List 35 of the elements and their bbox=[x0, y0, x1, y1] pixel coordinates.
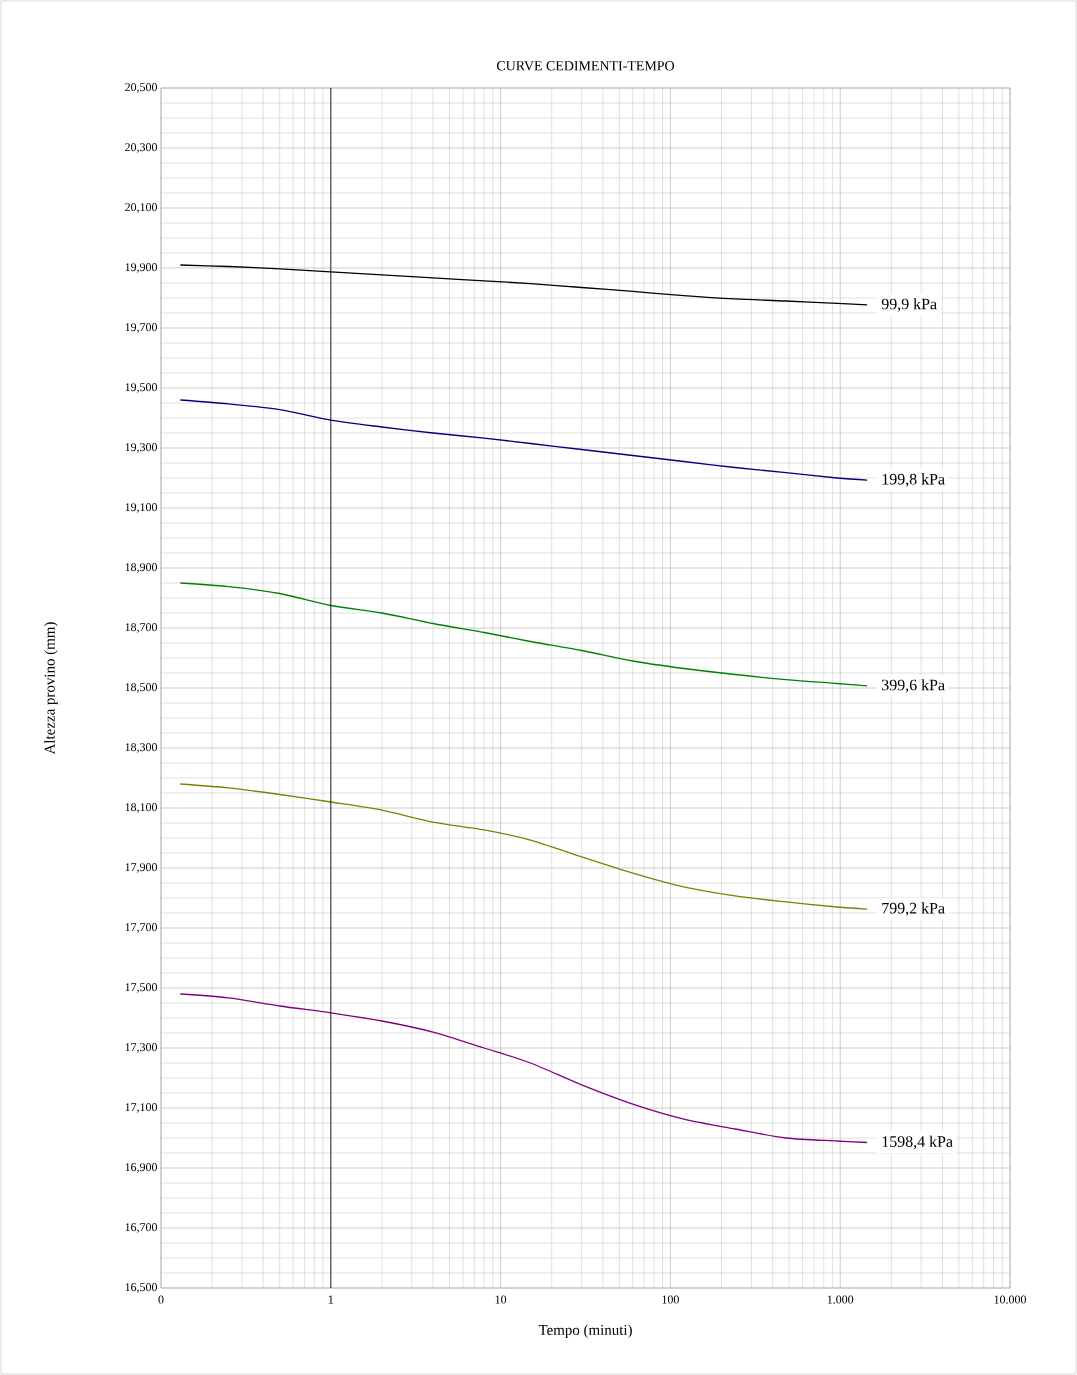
y-tick-label: 18,900 bbox=[125, 563, 158, 573]
series-label: 199,8 kPa bbox=[882, 473, 945, 487]
y-tick-label: 19,300 bbox=[125, 443, 158, 453]
series-label: 799,2 kPa bbox=[882, 902, 945, 916]
y-tick-label: 19,700 bbox=[125, 323, 158, 333]
y-tick-label: 17,300 bbox=[125, 1043, 158, 1053]
series-label: 1598,4 kPa bbox=[882, 1135, 953, 1150]
y-tick-label: 19,500 bbox=[125, 383, 158, 393]
y-tick-label: 17,700 bbox=[125, 923, 158, 933]
x-tick-label: 10 bbox=[495, 1295, 507, 1304]
y-tick-label: 18,500 bbox=[125, 683, 158, 693]
y-tick-label: 18,300 bbox=[125, 743, 158, 753]
chart-title: CURVE CEDIMENTI-TEMPO bbox=[496, 61, 675, 71]
y-tick-label: 20,100 bbox=[125, 203, 158, 213]
x-tick-label: 100 bbox=[662, 1295, 679, 1304]
y-axis-title: Altezza provino (mm) bbox=[44, 622, 58, 755]
y-tick-label: 16,900 bbox=[125, 1163, 158, 1173]
series-label: 399,6 kPa bbox=[882, 679, 945, 693]
y-tick-label: 16,700 bbox=[125, 1223, 158, 1233]
x-axis-title: Tempo (minuti) bbox=[538, 1324, 632, 1339]
y-tick-label: 20,300 bbox=[125, 143, 158, 153]
y-tick-label: 17,100 bbox=[125, 1103, 158, 1113]
y-tick-label: 18,100 bbox=[125, 803, 158, 813]
x-tick-label: 0 bbox=[158, 1295, 164, 1304]
y-tick-label: 19,900 bbox=[125, 263, 158, 273]
y-tick-label: 20,500 bbox=[125, 83, 158, 93]
x-tick-label: 1.000 bbox=[827, 1295, 854, 1304]
y-tick-label: 17,500 bbox=[125, 983, 158, 993]
y-tick-label: 19,100 bbox=[125, 503, 158, 513]
x-tick-label: 10.000 bbox=[994, 1295, 1026, 1304]
y-tick-label: 17,900 bbox=[125, 863, 158, 873]
x-tick-label: 1 bbox=[328, 1295, 334, 1304]
y-tick-label: 16,500 bbox=[125, 1283, 158, 1293]
y-tick-label: 18,700 bbox=[125, 623, 158, 633]
series-label: 99,9 kPa bbox=[881, 298, 937, 312]
